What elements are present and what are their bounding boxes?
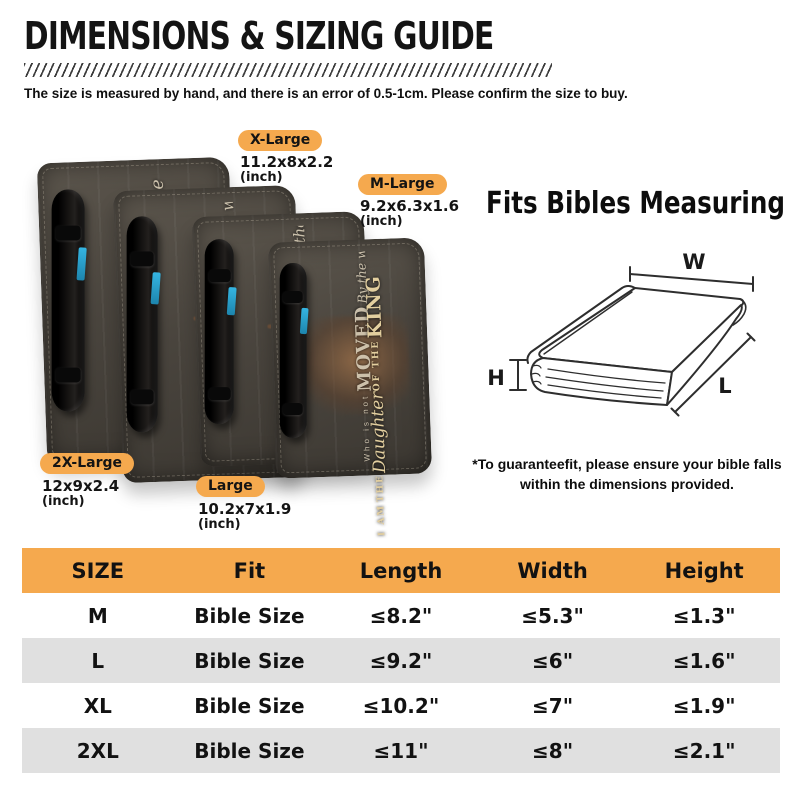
cell-height: ≤1.6"	[672, 648, 736, 673]
cell-width: ≤7"	[532, 693, 574, 718]
callout-unit-x-large: (inch)	[240, 170, 283, 185]
cell-length: ≤9.2"	[369, 648, 433, 673]
dim-label-l: L	[718, 374, 731, 398]
handle-tag	[76, 246, 87, 281]
dim-label-w: W	[682, 250, 705, 274]
header-cell-height: Height	[664, 558, 744, 583]
cell-fit: Bible Size	[194, 693, 305, 718]
cell-fit: Bible Size	[194, 603, 305, 628]
handle-tag	[226, 286, 237, 315]
header-cell-width: Width	[517, 558, 588, 583]
header-cell-length: Length	[359, 558, 443, 583]
table-row-m: M Bible Size ≤8.2" ≤5.3" ≤1.3"	[22, 593, 780, 638]
cover-handle	[126, 216, 161, 433]
cell-fit: Bible Size	[194, 738, 305, 763]
callout-unit-large: (inch)	[198, 517, 241, 532]
dim-label-h: H	[487, 366, 505, 390]
callout-unit-m-large: (inch)	[360, 214, 403, 229]
callout-pill-x-large: X-Large	[238, 130, 323, 151]
header-cell-fit: Fit	[233, 558, 266, 583]
callout-unit-2x-large: (inch)	[42, 494, 85, 509]
table-row-l: L Bible Size ≤9.2" ≤6" ≤1.6"	[22, 638, 780, 683]
table-row-2xl: 2XL Bible Size ≤11" ≤8" ≤2.1"	[22, 728, 780, 773]
cell-size: XL	[83, 693, 112, 718]
callout-pill-m-large: M-Large	[358, 174, 447, 195]
cell-length: ≤10.2"	[362, 693, 440, 718]
cell-size: M	[87, 603, 108, 628]
cover-handle	[51, 189, 87, 412]
cell-height: ≤1.9"	[672, 693, 736, 718]
cover-handle	[279, 263, 309, 438]
callout-pill-large: Large	[196, 476, 265, 497]
fit-note-line2: within the dimensions provided.	[520, 475, 734, 492]
handle-tag	[150, 272, 161, 306]
bible-cover-m: Who is not MOVED By the world GOD GOES B…	[267, 237, 433, 536]
size-table: SIZE Fit Length Width Height M Bible Siz…	[22, 548, 780, 773]
header-cell-size: SIZE	[71, 558, 125, 583]
cover-handle	[204, 238, 237, 424]
cell-length: ≤11"	[373, 738, 429, 763]
callout-pill-2x-large: 2X-Large	[40, 453, 134, 474]
callout-dims-m-large: 9.2x6.3x1.6	[360, 197, 460, 215]
table-header-row: SIZE Fit Length Width Height	[22, 548, 780, 593]
cell-width: ≤6"	[532, 648, 574, 673]
cell-size: L	[91, 648, 105, 673]
cell-size: 2XL	[76, 738, 119, 763]
cell-width: ≤8"	[532, 738, 574, 763]
callout-dims-x-large: 11.2x8x2.2	[240, 153, 334, 171]
table-row-xl: XL Bible Size ≤10.2" ≤7" ≤1.9"	[22, 683, 780, 728]
cell-height: ≤1.3"	[672, 603, 736, 628]
cell-width: ≤5.3"	[521, 603, 584, 628]
cell-height: ≤2.1"	[672, 738, 736, 763]
fit-guarantee-note: *To guaranteefit, please ensure your bib…	[452, 455, 800, 495]
fits-bibles-heading: Fits Bibles Measuring	[486, 186, 785, 221]
page-subtitle: The size is measured by hand, and there …	[24, 86, 628, 101]
king-text: I AM THE Daughter OF THE KING	[362, 274, 391, 536]
cell-length: ≤8.2"	[369, 603, 433, 628]
page-title: DIMENSIONS & SIZING GUIDE	[24, 14, 494, 58]
book-dimensions-diagram: W H L	[487, 250, 756, 417]
cell-fit: Bible Size	[194, 648, 305, 673]
callout-dims-large: 10.2x7x1.9	[198, 500, 292, 518]
fit-note-line1: *To guaranteefit, please ensure your bib…	[472, 456, 782, 472]
callout-dims-2x-large: 12x9x2.4	[42, 477, 120, 495]
title-divider	[24, 63, 552, 77]
